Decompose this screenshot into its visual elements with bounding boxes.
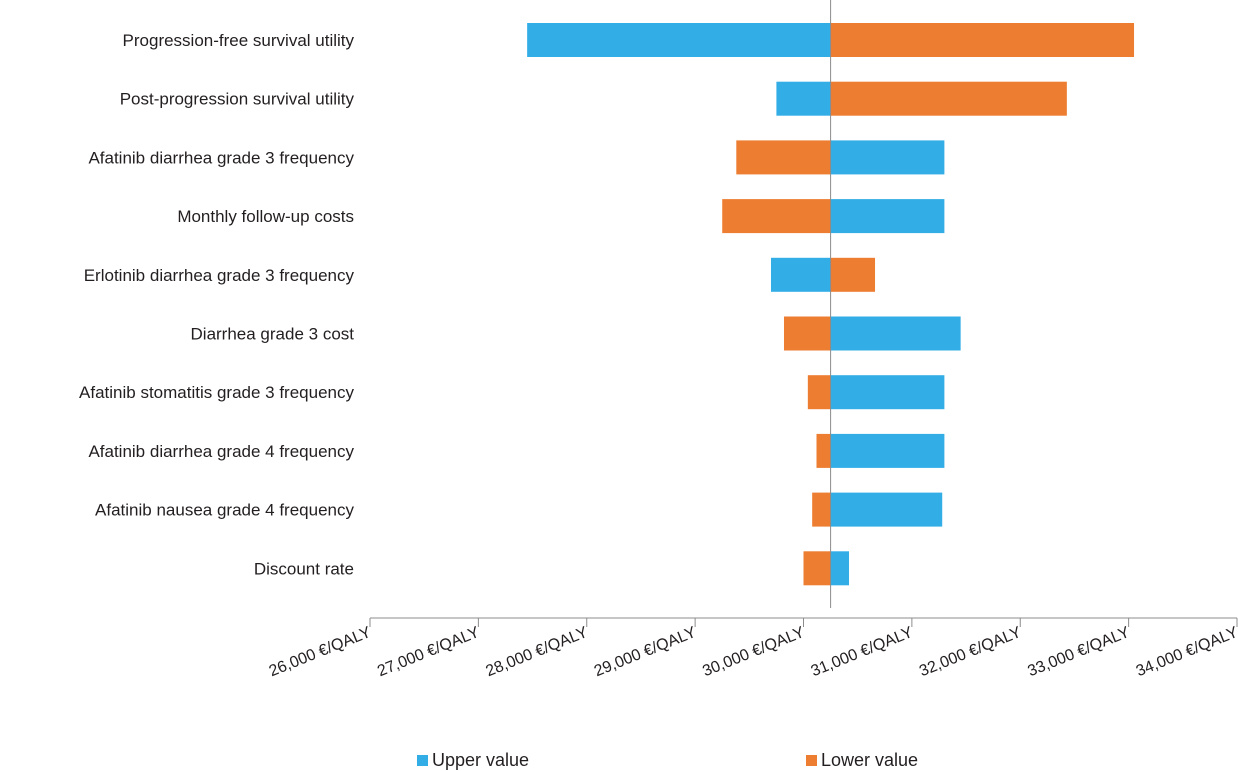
bar-lower-value-3 [722,199,831,234]
category-label-1: Post-progression survival utility [120,90,355,109]
bar-lower-value-2 [736,140,831,175]
category-label-6: Afatinib stomatitis grade 3 frequency [79,383,354,402]
bar-lower-value-4 [830,257,876,292]
category-labels: Progression-free survival utility Post-pr… [79,31,354,578]
x-tick-label-1: 27,000 €/QALY [375,624,482,680]
legend-upper: Upper value [417,750,529,770]
category-label-5: Diarrhea grade 3 cost [191,325,355,344]
category-label-3: Monthly follow-up costs [177,207,354,226]
bar-upper-value-9 [830,551,850,586]
bar-upper-value-4 [770,257,831,292]
x-tick-label-7: 33,000 €/QALY [1025,624,1132,680]
category-label-7: Afatinib diarrhea grade 4 frequency [88,442,354,461]
x-axis-tick-labels: 26,000 €/QALY 27,000 €/QALY 28,000 €/QALY 2… [267,624,1238,680]
x-tick-label-8: 34,000 €/QALY [1134,624,1238,680]
bar-lower-value-6 [807,375,831,410]
bar-lower-value-1 [830,81,1067,116]
legend-upper-swatch [417,754,428,766]
category-label-2: Afatinib diarrhea grade 3 frequency [88,148,354,167]
bar-lower-value-8 [812,492,831,527]
bar-lower-value-5 [783,316,831,351]
x-axis-ticks [369,618,1238,627]
bar-lower-value-9 [803,551,831,586]
legend-upper-label: Upper value [432,749,530,770]
bar-upper-value-1 [776,81,831,116]
x-tick-label-5: 31,000 €/QALY [809,624,916,680]
bar-upper-value-7 [830,433,945,468]
x-tick-label-0: 26,000 €/QALY [267,624,374,680]
bar-upper-value-8 [830,492,943,527]
x-tick-label-6: 32,000 €/QALY [917,624,1024,680]
x-tick-label-3: 29,000 €/QALY [592,624,699,680]
legend-lower: Lower value [806,750,918,770]
legend-lower-label: Lower value [821,749,919,770]
x-tick-label-4: 30,000 €/QALY [700,624,807,680]
bar-upper-value-6 [830,375,945,410]
category-label-0: Progression-free survival utility [123,31,355,50]
x-tick-label-2: 28,000 €/QALY [484,624,591,680]
bar-lower-value-7 [816,433,831,468]
category-label-4: Erlotinib diarrhea grade 3 frequency [84,266,355,285]
bar-upper-value-5 [830,316,961,351]
category-label-9: Discount rate [254,559,354,578]
legend-lower-swatch [806,754,817,766]
bar-upper-value-3 [830,199,945,234]
bar-lower-value-0 [830,23,1135,57]
category-label-8: Afatinib nausea grade 4 frequency [95,501,354,520]
bar-upper-value-2 [830,140,945,175]
bar-upper-value-0 [527,23,831,57]
bars-layer [527,23,1135,586]
